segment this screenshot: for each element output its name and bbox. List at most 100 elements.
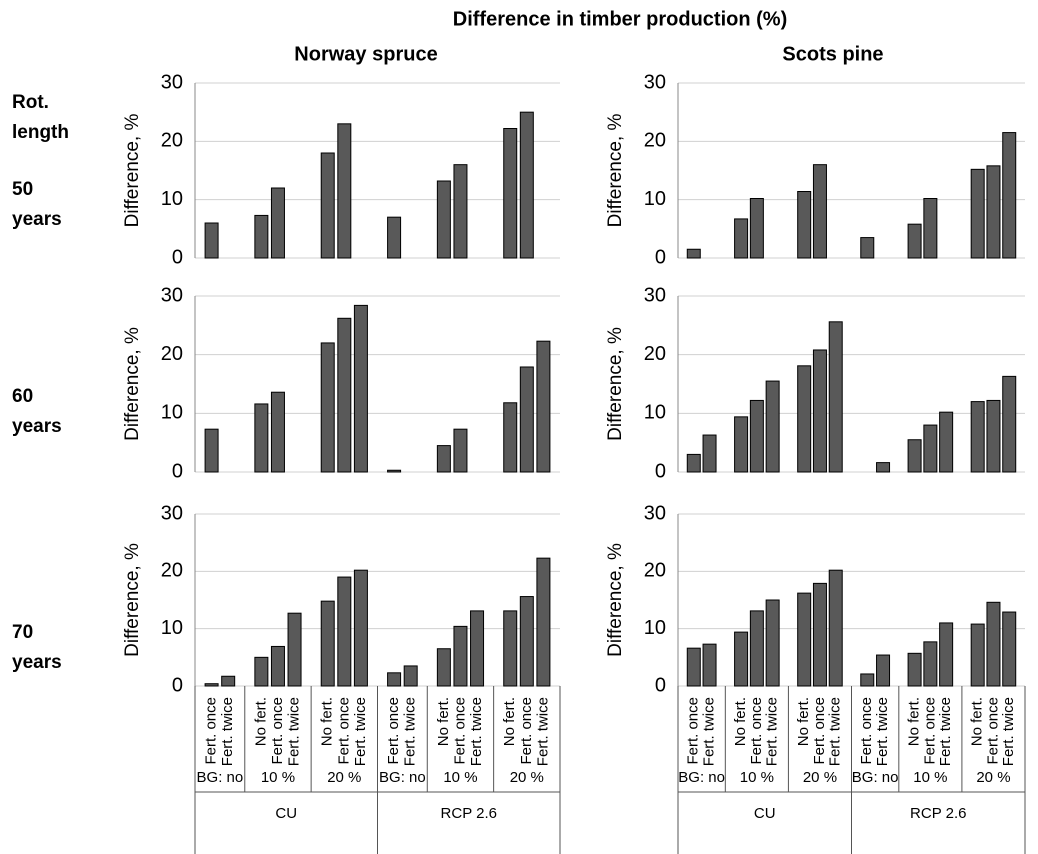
x-tick-label: Fert. twice [1000,697,1017,766]
x-tick-label: Fert. twice [764,697,781,766]
bar [453,428,468,473]
bar [907,439,922,473]
bar [986,399,1001,473]
x-tick-label: No fert. [969,697,986,746]
y-tick-label: 30 [161,284,183,306]
bar [470,610,485,687]
bar [287,612,302,687]
bar [519,596,534,687]
bar [536,340,551,473]
x-tick-label: Fert. once [203,697,220,765]
bar [970,401,985,473]
y-tick-label: 30 [644,502,666,524]
y-tick-label: 10 [161,402,183,424]
bar [876,654,891,687]
x-tick-label: No fert. [435,697,452,746]
y-axis-label: Difference, % [122,543,143,657]
bar [270,645,285,687]
x-group-label: BG: no [197,769,244,786]
bar [907,223,922,259]
bar [876,462,891,473]
row-label: 70 years [12,622,62,673]
bar [749,610,764,687]
x-tick-label: Fert. once [518,697,535,765]
bar [519,111,534,259]
bar [686,248,701,259]
bar [204,428,219,473]
bar [797,365,812,473]
y-tick-label: 30 [644,284,666,306]
bar [353,304,368,473]
bar [1002,375,1017,473]
bar [970,623,985,687]
bar [1002,132,1017,259]
bar [749,399,764,473]
bar [436,180,451,259]
y-axis-label: Difference, % [605,543,626,657]
bar [923,641,938,687]
bar [353,569,368,687]
bar [923,424,938,473]
x-tick-label: Fert. twice [219,697,236,766]
y-tick-label: 0 [655,674,666,696]
bar [734,631,749,687]
bar [828,321,843,473]
bar [702,434,717,473]
row-label: 60 years [12,386,62,437]
x-tick-label: Fert. twice [352,697,369,766]
x-tick-label: Fert. once [811,697,828,765]
row-label: 50 years [12,179,62,230]
y-tick-label: 20 [644,130,666,152]
bar [970,168,985,259]
x-tick-label: Fert. twice [937,697,954,766]
x-tick-label: Fert. twice [402,697,419,766]
bar [387,216,402,259]
x-tick-label: Fert. twice [286,697,303,766]
bar [337,317,352,473]
y-tick-label: 20 [644,343,666,365]
bar [503,402,518,473]
x-tick-label: No fert. [906,697,923,746]
bar [749,198,764,259]
x-tick-label: Fert. once [335,697,352,765]
bar [403,665,418,687]
y-tick-label: 0 [172,460,183,482]
x-group-label: BG: no [678,769,725,786]
bar [923,198,938,259]
bar [503,610,518,687]
bar [337,123,352,259]
x-group-label: BG: no [852,769,899,786]
y-axis-label: Difference, % [122,327,143,441]
bar [1002,611,1017,687]
x-tick-label: Fert. once [451,697,468,765]
x-supergroup-label: CU [754,805,776,822]
x-group-label: 20 % [510,769,544,786]
bar [907,652,922,687]
x-tick-label: Fert. once [984,697,1001,765]
x-supergroup-label: CU [275,805,297,822]
bar [734,416,749,473]
bar [387,672,402,687]
bar [986,165,1001,259]
bar [536,557,551,687]
bar [221,675,236,687]
bar [254,656,269,687]
x-tick-label: Fert. twice [468,697,485,766]
y-tick-label: 20 [161,560,183,582]
x-group-label: 10 % [261,769,295,786]
x-tick-label: Fert. once [748,697,765,765]
bar [812,582,827,687]
bar [270,187,285,259]
y-tick-label: 10 [644,188,666,210]
bar [797,191,812,259]
x-group-label: 20 % [803,769,837,786]
bar [254,403,269,473]
bar [320,152,335,259]
x-tick-label: Fert. twice [874,697,891,766]
y-tick-label: 0 [172,674,183,696]
bar [320,600,335,687]
bar [503,128,518,259]
bar [686,647,701,687]
bar [797,592,812,687]
bar [254,214,269,259]
